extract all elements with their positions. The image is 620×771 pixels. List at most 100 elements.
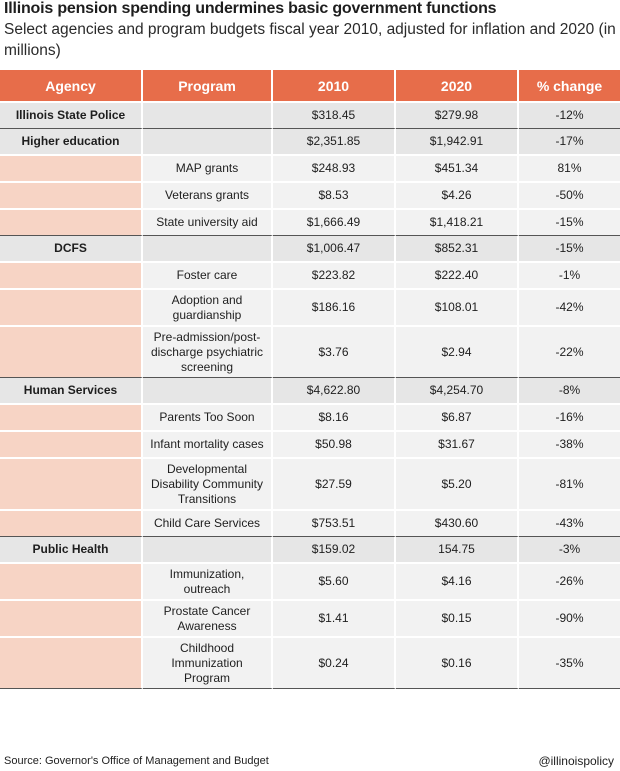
- table-row: Childhood Immunization Program $0.24 $0.16…: [0, 638, 620, 689]
- program-cell: Veterans grants: [143, 183, 273, 210]
- value-2010-cell: $0.24: [273, 638, 396, 689]
- table-row: Veterans grants $8.53 $4.26 -50%: [0, 183, 620, 210]
- value-2010-cell: $8.53: [273, 183, 396, 210]
- header-2010: 2010: [273, 70, 396, 103]
- chart-subtitle: Select agencies and program budgets fisc…: [4, 21, 616, 59]
- table-row: State university aid $1,666.49 $1,418.21 -1…: [0, 210, 620, 236]
- value-2020-cell: $1,418.21: [396, 210, 519, 236]
- program-cell: [143, 129, 273, 156]
- change-cell: -22%: [519, 327, 620, 378]
- value-2010-cell: $8.16: [273, 405, 396, 432]
- chart-title: Illinois pension spending undermines bas…: [4, 0, 497, 17]
- agency-cell: [0, 601, 143, 638]
- value-2020-cell: $6.87: [396, 405, 519, 432]
- social-handle: @illinoispolicy: [538, 754, 614, 768]
- program-cell: Immunization, outreach: [143, 564, 273, 601]
- value-2020-cell: $31.67: [396, 432, 519, 459]
- value-2020-cell: $222.40: [396, 263, 519, 290]
- table-row: Human Services $4,622.80 $4,254.70 -8%: [0, 378, 620, 405]
- program-cell: [143, 236, 273, 263]
- program-cell: Childhood Immunization Program: [143, 638, 273, 689]
- value-2010-cell: $3.76: [273, 327, 396, 378]
- table-row: Developmental Disability Community Trans…: [0, 459, 620, 511]
- table-row: Immunization, outreach $5.60 $4.16 -26%: [0, 564, 620, 601]
- agency-cell: DCFS: [0, 236, 143, 263]
- change-cell: -38%: [519, 432, 620, 459]
- table-row: Adoption and guardianship $186.16 $108.01-…: [0, 290, 620, 327]
- change-cell: -90%: [519, 601, 620, 638]
- header-row: Agency Program 2010 2020 % change: [0, 70, 620, 103]
- agency-cell: [0, 290, 143, 327]
- table-row: Child Care Services $753.51 $430.60 -43%: [0, 511, 620, 537]
- change-cell: -15%: [519, 236, 620, 263]
- value-2020-cell: $430.60: [396, 511, 519, 537]
- agency-cell: Illinois State Police: [0, 103, 143, 129]
- value-2020-cell: $0.16: [396, 638, 519, 689]
- agency-cell: [0, 511, 143, 537]
- program-cell: State university aid: [143, 210, 273, 236]
- change-cell: -8%: [519, 378, 620, 405]
- value-2020-cell: $5.20: [396, 459, 519, 511]
- change-cell: 81%: [519, 156, 620, 183]
- value-2010-cell: $753.51: [273, 511, 396, 537]
- program-cell: [143, 103, 273, 129]
- agency-cell: [0, 183, 143, 210]
- change-cell: -15%: [519, 210, 620, 236]
- program-cell: Prostate Cancer Awareness: [143, 601, 273, 638]
- value-2020-cell: $4,254.70: [396, 378, 519, 405]
- agency-cell: [0, 210, 143, 236]
- value-2020-cell: $451.34: [396, 156, 519, 183]
- value-2020-cell: $852.31: [396, 236, 519, 263]
- agency-cell: [0, 405, 143, 432]
- value-2020-cell: $1,942.91: [396, 129, 519, 156]
- value-2010-cell: $1,666.49: [273, 210, 396, 236]
- value-2020-cell: $4.16: [396, 564, 519, 601]
- table-row: Public Health $159.02 154.75 -3%: [0, 537, 620, 564]
- value-2020-cell: $279.98: [396, 103, 519, 129]
- value-2010-cell: $318.45: [273, 103, 396, 129]
- table-body: Illinois State Police $318.45 $279.98 -12% H…: [0, 103, 620, 689]
- program-cell: Developmental Disability Community Trans…: [143, 459, 273, 511]
- value-2020-cell: $4.26: [396, 183, 519, 210]
- program-cell: Infant mortality cases: [143, 432, 273, 459]
- value-2010-cell: $27.59: [273, 459, 396, 511]
- value-2010-cell: $248.93: [273, 156, 396, 183]
- program-cell: Adoption and guardianship: [143, 290, 273, 327]
- value-2010-cell: $2,351.85: [273, 129, 396, 156]
- program-cell: [143, 378, 273, 405]
- change-cell: -1%: [519, 263, 620, 290]
- change-cell: -42%: [519, 290, 620, 327]
- change-cell: -81%: [519, 459, 620, 511]
- value-2020-cell: $108.01: [396, 290, 519, 327]
- table-row: Prostate Cancer Awareness $1.41 $0.15 -90%: [0, 601, 620, 638]
- table-row: Higher education $2,351.85 $1,942.91 -17%: [0, 129, 620, 156]
- change-cell: -3%: [519, 537, 620, 564]
- value-2010-cell: $186.16: [273, 290, 396, 327]
- table-row: Parents Too Soon $8.16 $6.87 -16%: [0, 405, 620, 432]
- header-program: Program: [143, 70, 273, 103]
- agency-cell: [0, 638, 143, 689]
- program-cell: [143, 537, 273, 564]
- change-cell: -26%: [519, 564, 620, 601]
- value-2010-cell: $4,622.80: [273, 378, 396, 405]
- agency-cell: [0, 263, 143, 290]
- program-cell: MAP grants: [143, 156, 273, 183]
- change-cell: -35%: [519, 638, 620, 689]
- header-agency: Agency: [0, 70, 143, 103]
- value-2010-cell: $1.41: [273, 601, 396, 638]
- value-2010-cell: $159.02: [273, 537, 396, 564]
- value-2010-cell: $223.82: [273, 263, 396, 290]
- table-row: DCFS $1,006.47 $852.31 -15%: [0, 236, 620, 263]
- agency-cell: [0, 432, 143, 459]
- agency-cell: [0, 459, 143, 511]
- agency-cell: [0, 327, 143, 378]
- source-note: Source: Governor's Office of Management …: [4, 755, 269, 767]
- value-2010-cell: $50.98: [273, 432, 396, 459]
- agency-cell: [0, 564, 143, 601]
- table-row: MAP grants $248.93 $451.34 81%: [0, 156, 620, 183]
- change-cell: -50%: [519, 183, 620, 210]
- change-cell: -16%: [519, 405, 620, 432]
- budget-table: Agency Program 2010 2020 % change Illino…: [0, 70, 620, 689]
- value-2010-cell: $5.60: [273, 564, 396, 601]
- header-change: % change: [519, 70, 620, 103]
